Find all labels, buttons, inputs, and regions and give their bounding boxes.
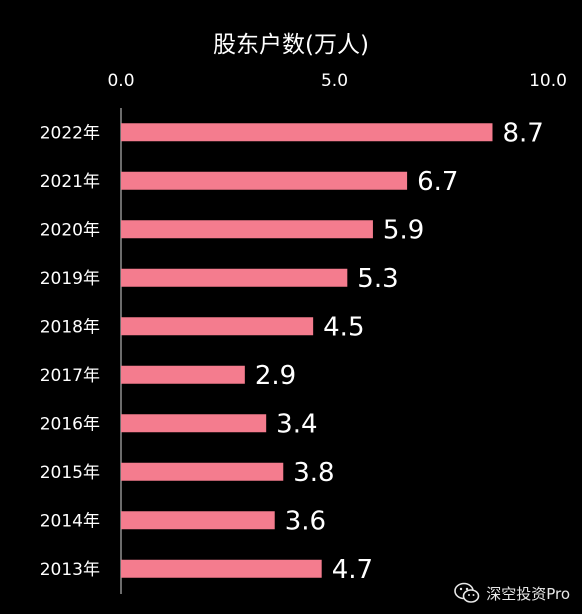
- data-label: 4.7: [332, 555, 373, 585]
- x-tick-label: 0.0: [107, 71, 134, 91]
- category-label: 2015年: [40, 463, 100, 483]
- data-label: 5.3: [357, 264, 398, 294]
- bar: [121, 462, 284, 481]
- data-label: 3.4: [276, 409, 317, 439]
- category-label: 2021年: [40, 172, 100, 192]
- category-label: 2014年: [40, 511, 100, 531]
- bar: [121, 511, 275, 530]
- category-label: 2022年: [40, 123, 100, 143]
- bar: [121, 123, 493, 142]
- data-label: 3.6: [285, 506, 326, 536]
- data-label: 6.7: [417, 167, 458, 197]
- category-label: 2019年: [40, 269, 100, 289]
- category-label: 2018年: [40, 317, 100, 337]
- chart-title: 股东户数(万人): [213, 32, 369, 58]
- watermark-text: 深空投资Pro: [486, 584, 570, 603]
- category-label: 2020年: [40, 220, 100, 240]
- category-label: 2017年: [40, 366, 100, 386]
- x-tick-label: 10.0: [529, 71, 567, 91]
- bar: [121, 220, 373, 239]
- x-tick-label: 5.0: [321, 71, 348, 91]
- wechat-icon: [454, 582, 480, 603]
- bar: [121, 559, 322, 578]
- bar: [121, 414, 267, 433]
- category-label: 2013年: [40, 560, 100, 580]
- data-label: 8.7: [502, 118, 543, 148]
- bar: [121, 268, 348, 287]
- data-label: 4.5: [323, 312, 364, 342]
- data-label: 5.9: [383, 215, 424, 245]
- data-label: 3.8: [293, 458, 334, 488]
- bar: [121, 365, 245, 384]
- watermark: 深空投资Pro: [454, 582, 570, 604]
- bar: [121, 171, 408, 190]
- bar: [121, 317, 314, 336]
- category-label: 2016年: [40, 414, 100, 434]
- data-label: 2.9: [255, 361, 296, 391]
